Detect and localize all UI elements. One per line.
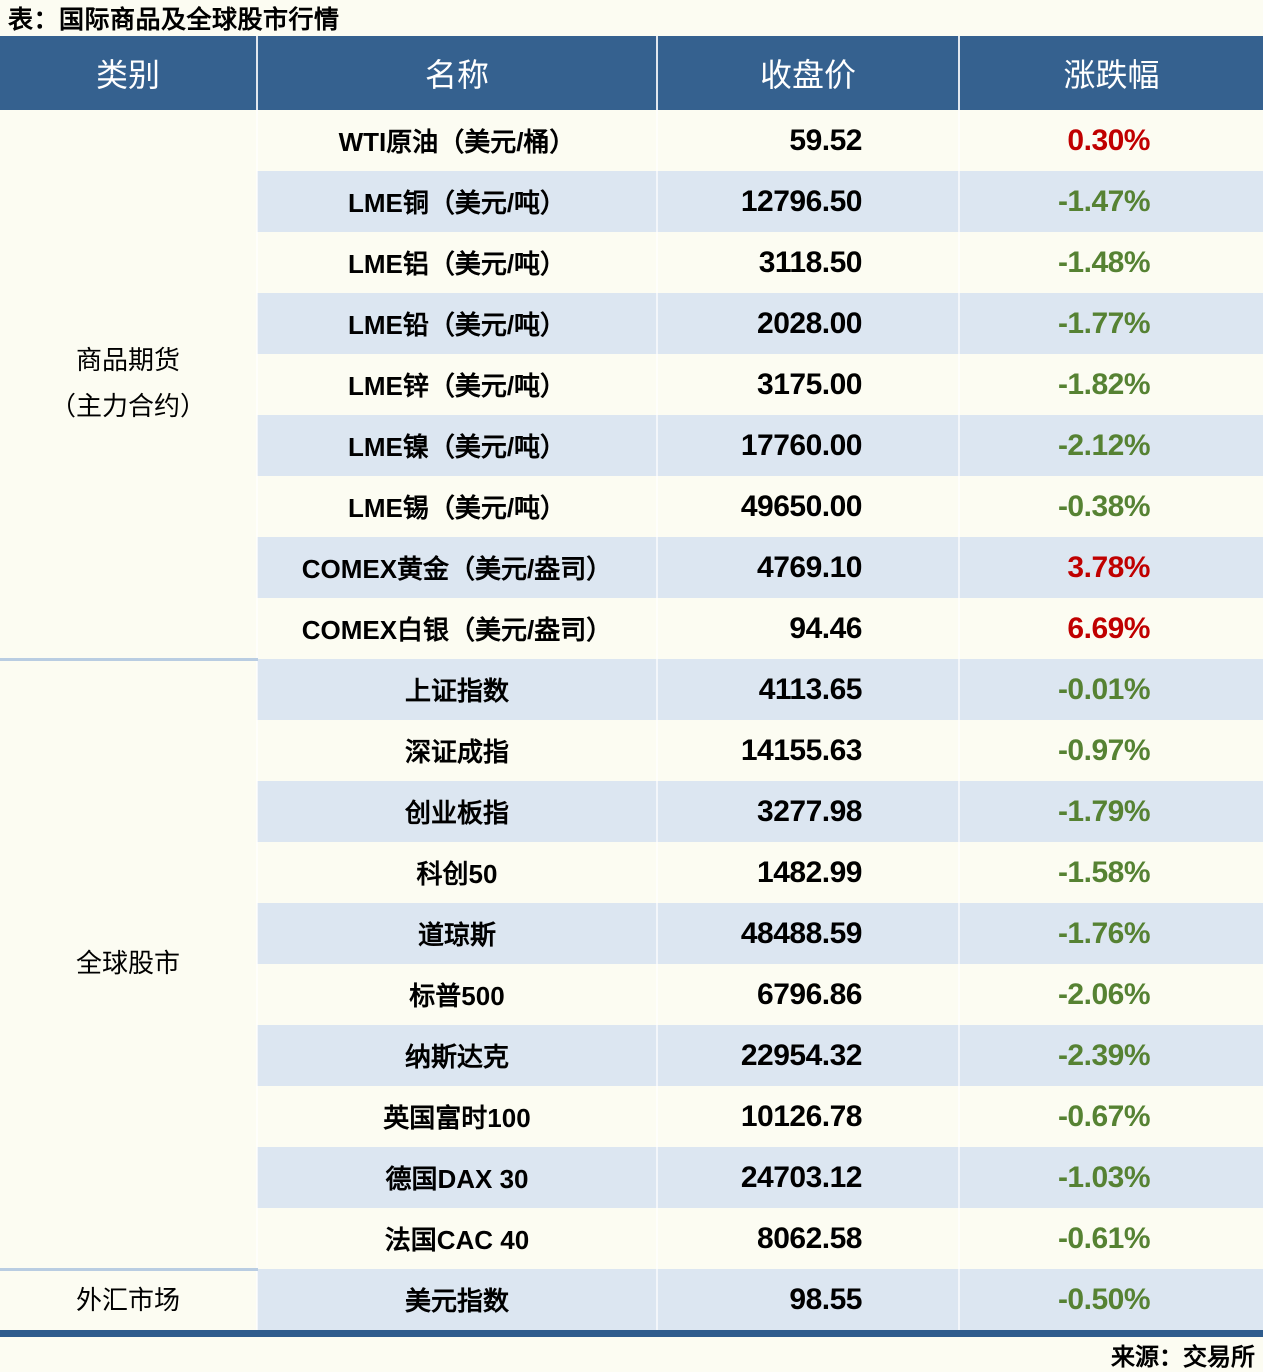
name-cell: LME镍（美元/吨） bbox=[257, 415, 658, 476]
table-row: LME镍（美元/吨） 17760.00 -2.12% bbox=[0, 415, 1263, 476]
change-cell: -0.50% bbox=[959, 1269, 1263, 1330]
category-cell: 外汇市场 bbox=[0, 1269, 258, 1330]
change-cell: -1.76% bbox=[959, 903, 1263, 964]
name-cell: LME铝（美元/吨） bbox=[257, 232, 658, 293]
table-row: 道琼斯 48488.59 -1.76% bbox=[0, 903, 1263, 964]
table-row: 法国CAC 40 8062.58 -0.61% bbox=[0, 1208, 1263, 1269]
name-cell: 美元指数 bbox=[257, 1269, 658, 1330]
close-price-cell: 14155.63 bbox=[657, 720, 960, 781]
close-price-cell: 94.46 bbox=[657, 598, 960, 659]
table-row: LME锡（美元/吨） 49650.00 -0.38% bbox=[0, 476, 1263, 537]
close-price-cell: 59.52 bbox=[657, 110, 960, 171]
change-cell: -0.38% bbox=[1057, 489, 1151, 523]
name-cell: 上证指数 bbox=[257, 659, 658, 720]
table-row: LME铜（美元/吨） 12796.50 -1.47% bbox=[0, 171, 1263, 232]
table-row: 科创50 1482.99 -1.58% bbox=[0, 842, 1263, 903]
close-price-cell: 1482.99 bbox=[657, 842, 960, 903]
close-price-cell: 4113.65 bbox=[657, 659, 960, 720]
page-title: 表：国际商品及全球股市行情 bbox=[8, 6, 340, 34]
name-cell: LME锌（美元/吨） bbox=[257, 354, 658, 415]
change-cell: -0.61% bbox=[1057, 1221, 1151, 1255]
name-cell: WTI原油（美元/桶） bbox=[257, 110, 658, 171]
name-cell: 道琼斯 bbox=[257, 903, 658, 964]
category-label-line: （主力合约） bbox=[49, 390, 206, 421]
name-cell: 法国CAC 40 bbox=[257, 1208, 658, 1269]
change-cell: -2.12% bbox=[959, 415, 1263, 476]
name-cell: LME铅（美元/吨） bbox=[257, 293, 658, 354]
change-cell: -1.79% bbox=[959, 781, 1263, 842]
name-cell: 标普500 bbox=[257, 964, 658, 1025]
table-row: 英国富时100 10126.78 -0.67% bbox=[0, 1086, 1263, 1147]
change-cell: -0.01% bbox=[959, 659, 1263, 720]
table-row: LME铅（美元/吨） 2028.00 -1.77% bbox=[0, 293, 1263, 354]
change-cell: -1.82% bbox=[1057, 367, 1151, 401]
table-row: LME锌（美元/吨） 3175.00 -1.82% bbox=[0, 354, 1263, 415]
close-price-cell: 24703.12 bbox=[657, 1147, 960, 1208]
table-row: 创业板指 3277.98 -1.79% bbox=[0, 781, 1263, 842]
column-header-name: 名称 bbox=[257, 36, 658, 110]
change-cell: -1.03% bbox=[959, 1147, 1263, 1208]
table-row: 德国DAX 30 24703.12 -1.03% bbox=[0, 1147, 1263, 1208]
close-price-cell: 10126.78 bbox=[657, 1086, 960, 1147]
category-label-line: 外汇市场 bbox=[75, 1284, 180, 1315]
name-cell: 纳斯达克 bbox=[257, 1025, 658, 1086]
close-price-cell: 22954.32 bbox=[657, 1025, 960, 1086]
name-cell: 科创50 bbox=[257, 842, 658, 903]
name-cell: 英国富时100 bbox=[257, 1086, 658, 1147]
table-body: 商品期货 （主力合约） WTI原油（美元/桶） 59.52 0.30% LME铜（… bbox=[0, 110, 1263, 1330]
change-cell: 3.78% bbox=[959, 537, 1263, 598]
name-cell: 德国DAX 30 bbox=[257, 1147, 658, 1208]
name-cell: COMEX黄金（美元/盎司） bbox=[257, 537, 658, 598]
change-cell: -2.06% bbox=[1057, 977, 1151, 1011]
header-row: 类别 名称 收盘价 涨跌幅 bbox=[0, 36, 1263, 110]
close-price-cell: 2028.00 bbox=[657, 293, 960, 354]
change-cell: -0.67% bbox=[1057, 1099, 1151, 1133]
column-header-close: 收盘价 bbox=[657, 36, 960, 110]
table-row: 纳斯达克 22954.32 -2.39% bbox=[0, 1025, 1263, 1086]
column-header-change: 涨跌幅 bbox=[959, 36, 1263, 110]
category-cell: 商品期货 （主力合约） bbox=[0, 110, 258, 661]
category-label-line: 商品期货 bbox=[75, 345, 180, 376]
close-price-cell: 98.55 bbox=[657, 1269, 960, 1330]
change-cell: 6.69% bbox=[1067, 611, 1150, 645]
close-price-cell: 17760.00 bbox=[657, 415, 960, 476]
name-cell: COMEX白银（美元/盎司） bbox=[257, 598, 658, 659]
close-price-cell: 8062.58 bbox=[657, 1208, 960, 1269]
table-row: 标普500 6796.86 -2.06% bbox=[0, 964, 1263, 1025]
table-header: 类别 名称 收盘价 涨跌幅 bbox=[0, 36, 1263, 110]
close-price-cell: 6796.86 bbox=[657, 964, 960, 1025]
category-cell: 全球股市 bbox=[0, 659, 258, 1271]
column-header-category: 类别 bbox=[0, 36, 258, 110]
table-row: LME铝（美元/吨） 3118.50 -1.48% bbox=[0, 232, 1263, 293]
change-cell: 0.30% bbox=[1067, 123, 1150, 157]
change-cell: -1.58% bbox=[1057, 855, 1151, 889]
close-price-cell: 49650.00 bbox=[657, 476, 960, 537]
close-price-cell: 3118.50 bbox=[657, 232, 960, 293]
change-cell: -1.48% bbox=[1057, 245, 1151, 279]
name-cell: LME锡（美元/吨） bbox=[257, 476, 658, 537]
category-label-line: 全球股市 bbox=[75, 948, 180, 979]
table-row: 外汇市场 美元指数 98.55 -0.50% bbox=[0, 1269, 1263, 1330]
close-price-cell: 12796.50 bbox=[657, 171, 960, 232]
change-cell: -0.97% bbox=[1057, 733, 1151, 767]
name-cell: 深证成指 bbox=[257, 720, 658, 781]
change-cell: -1.77% bbox=[959, 293, 1263, 354]
change-cell: -2.39% bbox=[959, 1025, 1263, 1086]
close-price-cell: 3175.00 bbox=[657, 354, 960, 415]
table-row: 深证成指 14155.63 -0.97% bbox=[0, 720, 1263, 781]
table-row: COMEX白银（美元/盎司） 94.46 6.69% bbox=[0, 598, 1263, 659]
table-row: 全球股市 上证指数 4113.65 -0.01% bbox=[0, 659, 1263, 1271]
name-cell: LME铜（美元/吨） bbox=[257, 171, 658, 232]
source-note: 来源：交易所 bbox=[1111, 1343, 1255, 1371]
table-row: 商品期货 （主力合约） WTI原油（美元/桶） 59.52 0.30% bbox=[0, 110, 1263, 661]
close-price-cell: 48488.59 bbox=[657, 903, 960, 964]
table-row: COMEX黄金（美元/盎司） 4769.10 3.78% bbox=[0, 537, 1263, 598]
table-bottom-border bbox=[0, 1330, 1263, 1337]
close-price-cell: 3277.98 bbox=[657, 781, 960, 842]
market-table: 类别 名称 收盘价 涨跌幅 商品期货 （主力合约） WTI原油（美元/桶） 59.… bbox=[0, 36, 1263, 1330]
close-price-cell: 4769.10 bbox=[657, 537, 960, 598]
name-cell: 创业板指 bbox=[257, 781, 658, 842]
change-cell: -1.47% bbox=[959, 171, 1263, 232]
